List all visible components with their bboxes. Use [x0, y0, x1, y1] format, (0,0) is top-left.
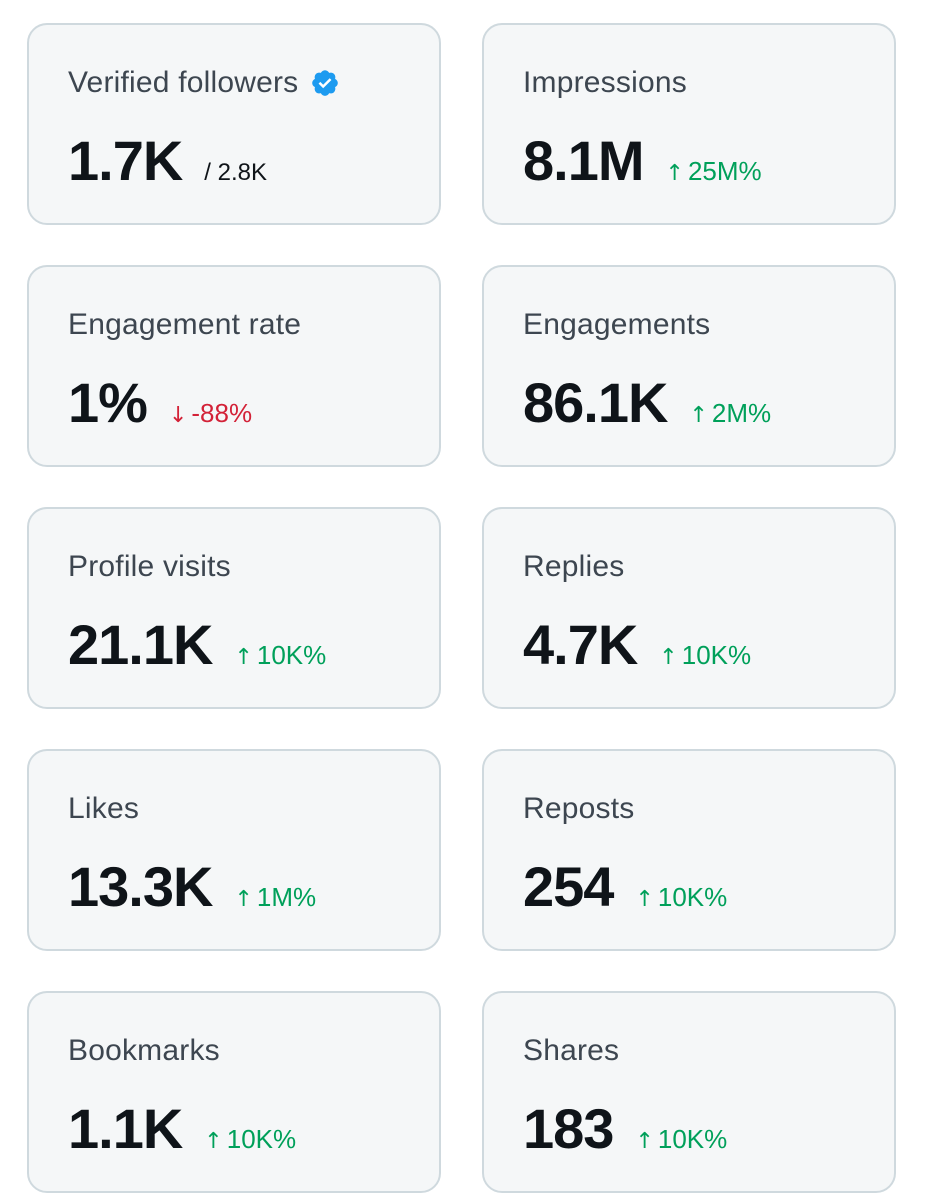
- metric-label: Verified followers: [68, 66, 340, 100]
- metric-delta: ↑ 10K%: [635, 1124, 727, 1155]
- arrow-up-icon: ↑: [659, 645, 678, 670]
- arrow-down-icon: ↓: [168, 403, 188, 428]
- metric-value-row: 254 ↑ 10K%: [523, 859, 727, 915]
- metric-card-replies[interactable]: Replies 4.7K ↑ 10K%: [482, 507, 896, 709]
- metric-delta-value: 10K%: [681, 640, 752, 670]
- metric-label: Shares: [523, 1034, 620, 1067]
- metric-value-row: 86.1K ↑ 2M%: [523, 375, 771, 431]
- metric-value-row: 21.1K ↑ 10K%: [68, 617, 326, 673]
- arrow-up-icon: ↑: [635, 1129, 654, 1154]
- metric-total: / 2.8K: [204, 159, 268, 186]
- metric-delta: ↑ 2M%: [689, 398, 771, 429]
- metric-value-row: 183 ↑ 10K%: [523, 1101, 727, 1157]
- metric-delta-value: 25M%: [687, 156, 762, 186]
- metric-delta: ↑ 10K%: [635, 882, 727, 913]
- metric-value: 254: [523, 855, 614, 918]
- arrow-up-icon: ↑: [635, 887, 654, 912]
- metric-label: Engagements: [523, 308, 711, 341]
- metric-label: Profile visits: [68, 550, 231, 583]
- arrow-up-icon: ↑: [665, 161, 684, 186]
- metric-value-row: 1% ↓ -88%: [68, 375, 252, 431]
- metric-value: 8.1M: [523, 129, 644, 192]
- arrow-up-icon: ↑: [234, 645, 253, 670]
- metric-value: 21.1K: [68, 613, 213, 676]
- metric-delta: ↑ 1M%: [234, 882, 316, 913]
- metric-value: 1%: [68, 371, 148, 434]
- metric-label: Likes: [68, 792, 140, 825]
- arrow-up-icon: ↑: [234, 887, 253, 912]
- arrow-up-icon: ↑: [204, 1129, 223, 1154]
- metric-label: Reposts: [523, 792, 635, 825]
- metric-delta-value: 2M%: [711, 398, 772, 428]
- metric-card-likes[interactable]: Likes 13.3K ↑ 1M%: [27, 749, 441, 951]
- metric-card-impressions[interactable]: Impressions 8.1M ↑ 25M%: [482, 23, 896, 225]
- metric-card-reposts[interactable]: Reposts 254 ↑ 10K%: [482, 749, 896, 951]
- metric-delta: ↑ 10K%: [234, 640, 326, 671]
- metric-card-profile-visits[interactable]: Profile visits 21.1K ↑ 10K%: [27, 507, 441, 709]
- metric-value: 1.7K: [68, 129, 183, 192]
- verified-badge-icon: [310, 68, 340, 98]
- metric-label-text: Verified followers: [68, 66, 299, 99]
- metric-value: 86.1K: [523, 371, 668, 434]
- metric-delta-value: 10K%: [657, 882, 728, 912]
- metric-card-bookmarks[interactable]: Bookmarks 1.1K ↑ 10K%: [27, 991, 441, 1193]
- metric-delta-value: 1M%: [256, 882, 317, 912]
- metric-delta-value: 10K%: [256, 640, 327, 670]
- metric-card-engagement-rate[interactable]: Engagement rate 1% ↓ -88%: [27, 265, 441, 467]
- metric-card-verified-followers[interactable]: Verified followers 1.7K / 2.8K: [27, 23, 441, 225]
- metric-value: 1.1K: [68, 1097, 183, 1160]
- metrics-grid: Verified followers 1.7K / 2.8K Impressio…: [27, 23, 896, 1193]
- metric-card-shares[interactable]: Shares 183 ↑ 10K%: [482, 991, 896, 1193]
- metric-label: Engagement rate: [68, 308, 302, 341]
- metric-value: 13.3K: [68, 855, 213, 918]
- metric-card-engagements[interactable]: Engagements 86.1K ↑ 2M%: [482, 265, 896, 467]
- metric-value-row: 13.3K ↑ 1M%: [68, 859, 316, 915]
- metric-delta: ↓ -88%: [169, 398, 252, 429]
- metric-delta-value: 10K%: [657, 1124, 728, 1154]
- metric-value-row: 1.1K ↑ 10K%: [68, 1101, 296, 1157]
- metric-label: Bookmarks: [68, 1034, 220, 1067]
- metric-value-row: 8.1M ↑ 25M%: [523, 133, 762, 189]
- metric-value-row: 4.7K ↑ 10K%: [523, 617, 751, 673]
- metric-value: 4.7K: [523, 613, 638, 676]
- metric-value: 183: [523, 1097, 614, 1160]
- metric-delta-value: -88%: [191, 398, 253, 428]
- metric-delta: ↑ 10K%: [659, 640, 751, 671]
- arrow-up-icon: ↑: [689, 403, 708, 428]
- metric-delta: ↑ 25M%: [666, 156, 762, 187]
- metric-label: Impressions: [523, 66, 687, 99]
- metric-delta-value: 10K%: [226, 1124, 297, 1154]
- metric-label: Replies: [523, 550, 625, 583]
- metric-value-row: 1.7K / 2.8K: [68, 133, 267, 189]
- metric-delta: ↑ 10K%: [204, 1124, 296, 1155]
